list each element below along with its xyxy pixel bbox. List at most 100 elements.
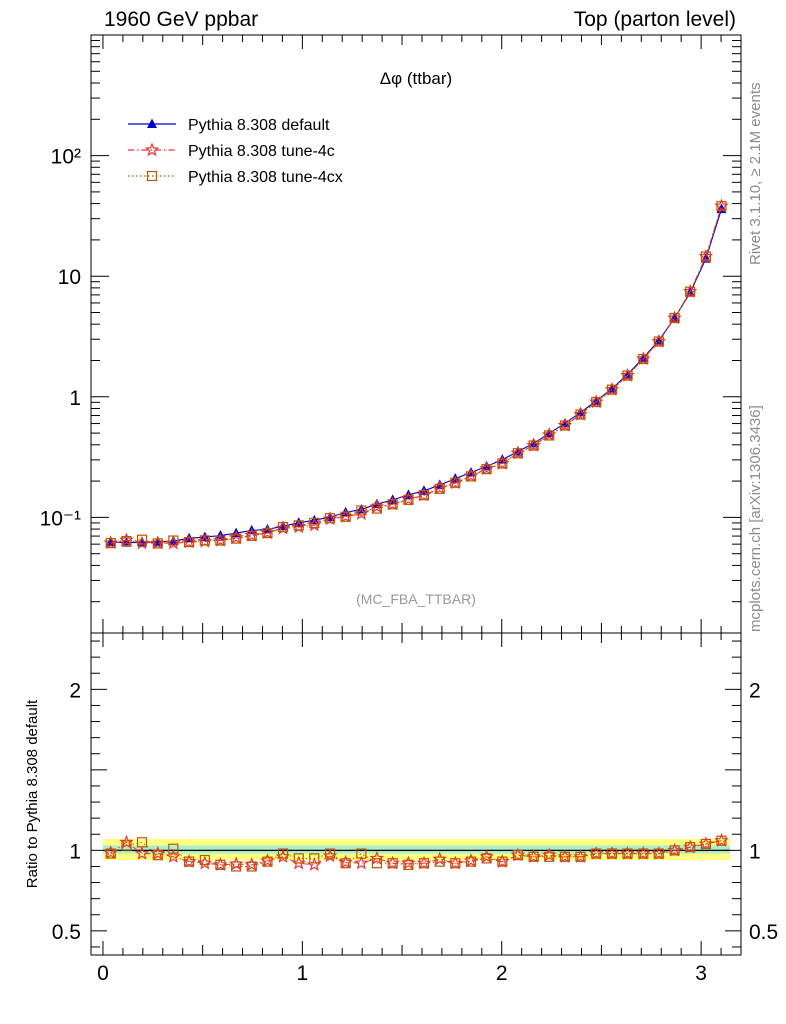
legend-label-1: Pythia 8.308 tune-4c (188, 143, 335, 160)
ratio-data-point (622, 848, 633, 859)
ratio-data-point (403, 859, 414, 870)
data-point (700, 251, 712, 262)
data-point (528, 440, 539, 451)
ratio-y-tick-label-right: 2 (749, 679, 761, 702)
data-point (121, 535, 132, 547)
data-point (544, 430, 555, 441)
ratio-band-1 (102, 845, 731, 854)
ratio-data-point (528, 851, 539, 862)
ratio-y-tick-label-left: 0.5 (52, 921, 81, 944)
data-point (199, 535, 210, 546)
data-point (371, 503, 383, 514)
data-point (575, 406, 586, 417)
data-point (277, 522, 289, 533)
data-point (168, 535, 179, 546)
data-point (231, 533, 242, 544)
ratio-data-point (246, 861, 257, 872)
ratio-data-point (262, 856, 273, 867)
ratio-data-point (168, 843, 179, 854)
ratio-data-point (606, 848, 618, 859)
ratio-data-point (465, 856, 477, 867)
data-point (340, 511, 351, 522)
data-point (168, 535, 179, 546)
ratio-data-point (685, 842, 696, 853)
data-point (356, 505, 367, 516)
data-point (716, 200, 727, 212)
data-point (293, 520, 304, 531)
ratio-data-point (387, 858, 398, 869)
y-tick-label: 10 (58, 266, 81, 289)
ratio-data-point (356, 848, 367, 859)
ratio-data-point (340, 858, 351, 869)
data-point (262, 527, 273, 539)
ratio-data-point (653, 848, 664, 859)
data-point (669, 312, 680, 324)
ratio-data-point (700, 838, 712, 850)
data-point (591, 396, 602, 408)
ratio-data-point (215, 859, 226, 870)
legend-marker-2 (146, 170, 158, 182)
watermark: (MC_FBA_TTBAR) (356, 591, 476, 607)
data-point (450, 477, 461, 488)
data-point (136, 534, 148, 545)
ratio-data-point (183, 856, 195, 867)
ratio-data-point (591, 848, 602, 859)
ratio-data-point (354, 855, 369, 870)
ratio-data-point (199, 854, 210, 866)
ratio-data-point (497, 856, 508, 867)
data-point (246, 530, 257, 542)
ratio-data-point (277, 848, 289, 859)
data-point (309, 517, 320, 529)
x-tick-label: 0 (97, 962, 109, 985)
legend-marker-1 (144, 142, 160, 157)
ratio-data-point (119, 834, 134, 849)
data-point (215, 535, 226, 546)
legend-label-2: Pythia 8.308 tune-4cx (188, 169, 343, 186)
data-point (528, 437, 539, 448)
legend-label-0: Pythia 8.308 default (188, 117, 330, 134)
data-point (465, 471, 477, 482)
x-tick-label: 2 (496, 962, 508, 985)
data-point (559, 420, 571, 431)
ratio-data-point (669, 845, 680, 856)
data-point (387, 499, 398, 510)
ratio-y-tick-label-right: 0.5 (749, 921, 778, 944)
ratio-data-point (121, 840, 132, 851)
ratio-y-axis-label: Ratio to Pythia 8.308 default (24, 699, 41, 888)
ratio-y-tick-label-right: 1 (749, 840, 761, 863)
ratio-series-line-0 (110, 840, 722, 866)
data-point (544, 427, 555, 438)
ratio-data-point (716, 835, 727, 846)
ratio-data-point (418, 858, 430, 869)
x-tick-label: 1 (297, 962, 309, 985)
ratio-frame (90, 632, 742, 956)
ratio-data-point (166, 849, 181, 863)
ratio-y-tick-label-left: 2 (69, 679, 81, 702)
ratio-data-point (324, 848, 336, 859)
header-right: Top (parton level) (573, 8, 736, 31)
data-point (575, 409, 586, 420)
ratio-data-point (638, 848, 649, 859)
ratio-data-point (434, 856, 445, 867)
data-point (653, 336, 664, 347)
data-point (371, 498, 382, 509)
data-point (403, 494, 414, 505)
data-point (638, 353, 649, 365)
chart-title: Δφ (ttbar) (380, 69, 452, 88)
data-point (606, 384, 618, 395)
x-tick-label: 3 (695, 962, 707, 985)
ratio-data-point (369, 850, 385, 865)
ratio-data-point (559, 851, 571, 862)
data-point (481, 460, 492, 471)
legend-marker-0 (147, 118, 157, 128)
ratio-data-point (293, 853, 304, 864)
ratio-data-point (544, 851, 555, 862)
ratio-data-point (231, 861, 242, 872)
data-point (434, 483, 445, 494)
data-point (418, 490, 430, 501)
series-line-2 (110, 205, 723, 545)
ratio-data-point (309, 853, 320, 864)
ratio-data-point (450, 858, 461, 869)
ratio-data-point (152, 850, 163, 861)
